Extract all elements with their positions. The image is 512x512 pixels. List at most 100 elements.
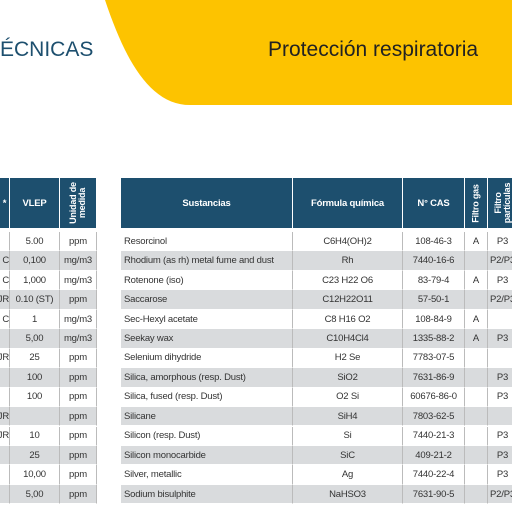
table-cell: 83-79-4 bbox=[403, 270, 465, 291]
table-cell: P3 bbox=[488, 232, 512, 252]
table-cell bbox=[488, 407, 512, 427]
table-cell: 409-21-2 bbox=[403, 445, 465, 466]
yellow-shape bbox=[105, 0, 512, 105]
table-cell: JR bbox=[0, 290, 10, 310]
table-cell: 25 bbox=[10, 445, 60, 466]
table-cell bbox=[0, 329, 10, 349]
table-cell bbox=[465, 290, 488, 310]
table-cell: Selenium dihydride bbox=[121, 348, 293, 369]
table-cell bbox=[465, 445, 488, 466]
header-cell: Filtro partículas bbox=[488, 178, 512, 228]
table-cell bbox=[465, 465, 488, 485]
table-cell: A bbox=[465, 329, 488, 349]
table-cell bbox=[465, 348, 488, 369]
table-cell: 60676-86-0 bbox=[403, 387, 465, 408]
table-cell: ppm bbox=[60, 232, 97, 252]
header-text: Unidad de medida bbox=[68, 182, 87, 224]
table-cell: 100 bbox=[10, 387, 60, 408]
table-cell: Sodium bisulphite bbox=[121, 484, 293, 505]
table-cell: 7440-16-6 bbox=[403, 251, 465, 271]
table-cell: mg/m3 bbox=[60, 251, 97, 271]
table-cell: Rotenone (iso) bbox=[121, 270, 293, 291]
table-cell: 7631-90-5 bbox=[403, 484, 465, 505]
right-title: Protección respiratoria bbox=[268, 38, 479, 61]
left-title: ÉCNICAS bbox=[0, 38, 94, 61]
table-cell: ppm bbox=[60, 368, 97, 388]
table-cell: H2 Se bbox=[293, 348, 403, 369]
table-cell: A bbox=[465, 232, 488, 252]
table-cell: 0.10 (ST) bbox=[10, 290, 60, 310]
table-cell: 7440-21-3 bbox=[403, 426, 465, 446]
table-cell bbox=[465, 368, 488, 388]
table-cell: 1,000 bbox=[10, 270, 60, 291]
header-cell: Sustancias bbox=[121, 178, 293, 228]
header-text: Filtro gas bbox=[470, 183, 481, 223]
table-cell: ppm bbox=[60, 348, 97, 369]
table-cell: ppm bbox=[60, 387, 97, 408]
table-cell: C bbox=[0, 251, 10, 271]
table-cell: 25 bbox=[10, 348, 60, 369]
table-cell: JR bbox=[0, 426, 10, 446]
table-cell: C8 H16 O2 bbox=[293, 309, 403, 330]
table-cell bbox=[10, 407, 60, 427]
table-cell: Ag bbox=[293, 465, 403, 485]
table-cell: 1335-88-2 bbox=[403, 329, 465, 349]
table-cell: C bbox=[0, 270, 10, 291]
table-cell: Silicon (resp. Dust) bbox=[121, 426, 293, 446]
table-cell: 7783-07-5 bbox=[403, 348, 465, 369]
table-cell: 5,00 bbox=[10, 329, 60, 349]
table-cell: Saccarose bbox=[121, 290, 293, 310]
table-cell: Seekay wax bbox=[121, 329, 293, 349]
table-cell: P3 bbox=[488, 329, 512, 349]
table-cell: SiC bbox=[293, 445, 403, 466]
table-cell: 7631-86-9 bbox=[403, 368, 465, 388]
table-cell: ppm bbox=[60, 445, 97, 466]
table-cell bbox=[0, 232, 10, 252]
table-cell: 108-84-9 bbox=[403, 309, 465, 330]
table-cell: P3 bbox=[488, 270, 512, 291]
table-cell: 100 bbox=[10, 368, 60, 388]
table-cell: P3 bbox=[488, 368, 512, 388]
table-cell: P3 bbox=[488, 387, 512, 408]
table-cell: ppm bbox=[60, 465, 97, 485]
table-cell: P2/P3 bbox=[488, 484, 512, 505]
table-cell: mg/m3 bbox=[60, 329, 97, 349]
table-cell bbox=[0, 368, 10, 388]
table-cell: JR bbox=[0, 348, 10, 369]
table-cell: JR bbox=[0, 407, 10, 427]
table-cell bbox=[465, 251, 488, 271]
table-cell: Silica, fused (resp. Dust) bbox=[121, 387, 293, 408]
header-cell: Fórmula química bbox=[293, 178, 403, 228]
table-cell: Resorcinol bbox=[121, 232, 293, 252]
table-cell bbox=[488, 348, 512, 369]
table-cell: Sec-Hexyl acetate bbox=[121, 309, 293, 330]
table-cell: 5,00 bbox=[10, 484, 60, 505]
table-cell: 7440-22-4 bbox=[403, 465, 465, 485]
table-cell: P2/P3 bbox=[488, 290, 512, 310]
table-cell: A bbox=[465, 270, 488, 291]
table-cell: 108-46-3 bbox=[403, 232, 465, 252]
header-cell: Filtro gas bbox=[465, 178, 488, 228]
table-cell: P3 bbox=[488, 426, 512, 446]
table-cell: Rh bbox=[293, 251, 403, 271]
table-cell: P3 bbox=[488, 445, 512, 466]
table-cell: C12H22O11 bbox=[293, 290, 403, 310]
table-cell: mg/m3 bbox=[60, 270, 97, 291]
table-cell: C6H4(OH)2 bbox=[293, 232, 403, 252]
table-cell bbox=[0, 387, 10, 408]
header-cell: * bbox=[0, 178, 10, 228]
table-cell: mg/m3 bbox=[60, 309, 97, 330]
table-cell bbox=[0, 465, 10, 485]
table-cell bbox=[465, 407, 488, 427]
table-cell: Silicane bbox=[121, 407, 293, 427]
table-cell: O2 Si bbox=[293, 387, 403, 408]
table-cell bbox=[488, 309, 512, 330]
table-cell: SiH4 bbox=[293, 407, 403, 427]
table-cell: ppm bbox=[60, 426, 97, 446]
table-cell: Silica, amorphous (resp. Dust) bbox=[121, 368, 293, 388]
table-cell bbox=[0, 445, 10, 466]
header-cell: VLEP bbox=[10, 178, 60, 228]
table-cell: 10,00 bbox=[10, 465, 60, 485]
table-cell: 7803-62-5 bbox=[403, 407, 465, 427]
